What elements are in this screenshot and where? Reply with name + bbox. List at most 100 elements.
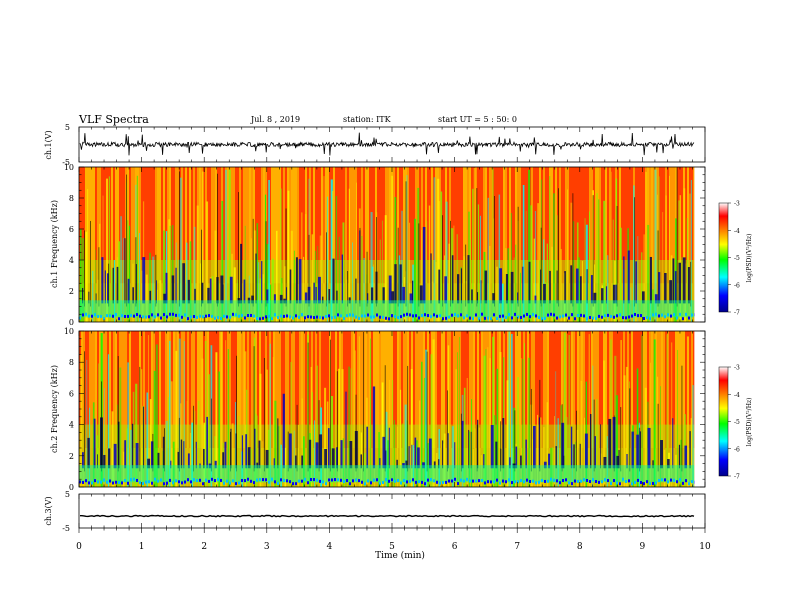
quiet-gap xyxy=(586,269,588,304)
spectrogram-column xyxy=(537,331,539,448)
bottom-speckle xyxy=(244,316,246,320)
spectrogram-column xyxy=(411,167,413,284)
spectrogram-column xyxy=(89,167,91,284)
sferic-streak xyxy=(220,331,223,487)
spectrogram-column xyxy=(605,167,607,284)
sferic-streak xyxy=(686,218,688,322)
spectrogram-column xyxy=(213,167,215,284)
spectrogram-column xyxy=(237,331,239,448)
spectrogram-column xyxy=(677,167,679,284)
spectrogram-column xyxy=(309,331,311,448)
bottom-speckle xyxy=(94,479,96,483)
bottom-speckle xyxy=(520,315,522,319)
x-tick-label: 5 xyxy=(389,542,395,552)
sferic-spike xyxy=(517,206,519,307)
bottom-speckle xyxy=(568,481,570,485)
bottom-speckle xyxy=(103,478,105,482)
spectrogram-column xyxy=(425,167,427,284)
sferic-streak xyxy=(479,215,481,322)
spectrogram-column xyxy=(575,167,577,284)
spectrogram-column xyxy=(597,167,599,284)
bottom-speckle xyxy=(475,479,477,483)
sferic-spike xyxy=(326,232,327,307)
spectrogram-column xyxy=(453,331,455,448)
sferic-streak xyxy=(409,222,411,322)
sferic-spike xyxy=(253,346,255,472)
quiet-gap xyxy=(170,460,172,469)
bottom-speckle xyxy=(634,480,636,484)
sferic-streak xyxy=(483,251,486,322)
spectrogram-column xyxy=(219,331,221,448)
sferic-streak xyxy=(466,378,468,487)
bottom-speckle xyxy=(241,478,243,482)
bottom-speckle xyxy=(121,314,123,318)
sferic-streak xyxy=(574,441,576,487)
sferic-streak xyxy=(524,343,526,487)
sferic-streak xyxy=(603,360,606,487)
sferic-streak xyxy=(506,380,509,487)
sferic-streak xyxy=(267,429,270,487)
bottom-speckle xyxy=(130,478,132,482)
bottom-speckle xyxy=(538,480,540,484)
spectrogram-column xyxy=(233,331,235,448)
sferic-streak xyxy=(485,349,487,487)
bottom-speckle xyxy=(577,479,579,483)
spectrogram-column xyxy=(439,331,441,448)
sferic-streak xyxy=(228,169,231,322)
sferic-streak xyxy=(141,270,143,322)
spectrogram-column xyxy=(91,331,93,448)
bottom-speckle xyxy=(691,480,693,484)
bottom-speckle xyxy=(397,478,399,482)
quiet-gap xyxy=(672,258,675,304)
bottom-speckle xyxy=(655,312,657,316)
bottom-speckle xyxy=(481,478,483,482)
quiet-gap xyxy=(117,421,120,469)
bottom-speckle xyxy=(187,317,189,321)
spectrogram-column xyxy=(339,331,341,448)
sferic-streak xyxy=(678,200,680,322)
ch1-spectrogram-panel xyxy=(78,166,706,323)
sferic-streak xyxy=(487,197,489,322)
sferic-streak xyxy=(342,438,345,487)
spectrogram-column xyxy=(381,167,383,284)
bottom-speckle xyxy=(331,478,333,482)
bottom-speckle xyxy=(361,314,363,318)
sferic-streak xyxy=(95,249,96,322)
bottom-speckle xyxy=(271,317,273,321)
sferic-streak xyxy=(338,368,340,487)
sferic-streak xyxy=(324,387,327,487)
bottom-speckle xyxy=(448,479,450,483)
quiet-gap xyxy=(206,416,208,469)
bottom-speckle xyxy=(454,313,456,317)
sferic-spike xyxy=(407,365,409,472)
spectrogram-column xyxy=(183,331,185,448)
figure-title: VLF Spectra xyxy=(78,113,149,126)
quiet-gap xyxy=(301,455,304,469)
bottom-speckle xyxy=(100,480,102,484)
spectrogram-column xyxy=(111,331,113,448)
bottom-speckle xyxy=(418,316,420,320)
quiet-gap xyxy=(371,287,374,304)
quiet-gap xyxy=(631,431,634,469)
sferic-streak xyxy=(520,357,522,487)
sferic-streak xyxy=(193,226,196,322)
spectrogram-column xyxy=(451,331,453,448)
bottom-speckle xyxy=(541,478,543,482)
bottom-speckle xyxy=(364,314,366,318)
quiet-gap xyxy=(409,293,413,304)
spectrogram-column xyxy=(519,167,521,284)
spectrogram-column xyxy=(471,167,473,284)
bottom-speckle xyxy=(436,314,438,318)
sferic-streak xyxy=(619,227,622,322)
spectrogram-column xyxy=(225,167,227,284)
quiet-gap xyxy=(603,456,607,469)
spectrogram-column xyxy=(273,331,275,448)
spectrogram-column xyxy=(303,167,305,284)
sferic-spike xyxy=(308,234,310,307)
spectrogram-column xyxy=(413,331,415,448)
bottom-speckle xyxy=(160,478,162,482)
bottom-speckle xyxy=(307,315,309,319)
bottom-speckle xyxy=(445,480,447,484)
bottom-speckle xyxy=(613,315,615,319)
